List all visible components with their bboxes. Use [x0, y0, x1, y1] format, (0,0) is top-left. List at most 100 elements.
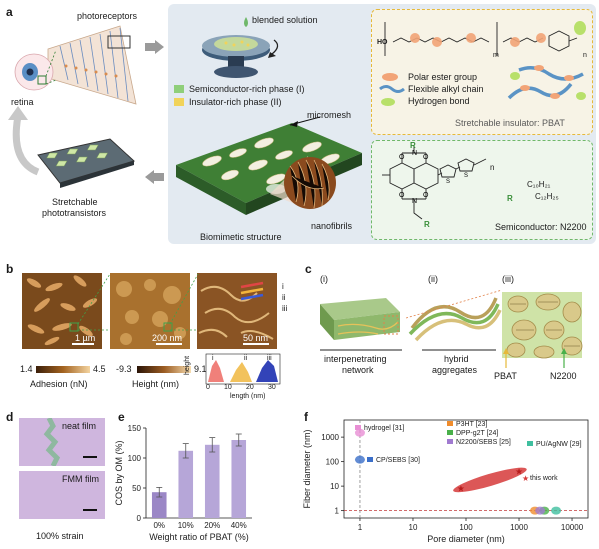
panel-a-label: a	[6, 5, 13, 19]
roman-i: i	[282, 282, 284, 291]
legend-marker	[447, 439, 453, 444]
hybrid-aggregates	[406, 289, 502, 342]
legend-label: P3HT [23]	[456, 421, 487, 428]
y-tick-label: 10	[330, 482, 339, 491]
pbat-legend-alkyl: Flexible alkyl chain	[408, 84, 484, 94]
pbat-legend-hbond: Hydrogen bond	[408, 96, 470, 106]
y-tick-label: 0	[137, 514, 142, 523]
n2200-structure: O O O O N N S S	[382, 145, 487, 220]
legend-label: N2200/SEBS [25]	[456, 439, 511, 446]
bracket-lines-c	[320, 348, 567, 368]
x-tick-label: 100	[459, 523, 473, 532]
data-point	[354, 428, 365, 437]
inset-xlabel: length (nm)	[230, 393, 266, 400]
bar	[204, 444, 220, 518]
svg-text:O: O	[399, 154, 405, 161]
scale-label-1: 1 µm	[75, 333, 96, 343]
adhesion-max: 4.5	[93, 364, 106, 374]
legend-marker	[527, 441, 533, 446]
legend-label: DPP-g2T [24]	[456, 430, 498, 437]
legend-marker	[367, 457, 373, 462]
this-work-region	[453, 467, 527, 493]
inset-label-i: i	[212, 355, 214, 362]
stage-iii: (iii)	[502, 274, 514, 284]
svg-text:O: O	[399, 192, 405, 199]
x-tick-label: 1	[358, 523, 363, 532]
x-tick-label: 10	[409, 523, 418, 532]
legend-label: this work	[530, 475, 558, 482]
return-arrow	[8, 106, 40, 176]
pbat-box	[371, 9, 593, 135]
fmm-film-image	[19, 471, 105, 519]
x-tick-label: 10000	[561, 523, 584, 532]
n-subscript: n	[583, 52, 587, 59]
label-pbat-c: PBAT	[494, 371, 517, 381]
inset-label-ii: ii	[244, 355, 248, 362]
height-max: 9.1	[194, 364, 207, 374]
pbat-title: Stretchable insulator: PBAT	[455, 118, 565, 128]
micromesh-label: micromesh	[307, 110, 352, 120]
pbat-chain-illustration	[507, 65, 586, 100]
aggregate-zoom	[502, 292, 583, 359]
y-tick-label: 100	[128, 454, 142, 463]
caption-hybrid-2: aggregates	[432, 365, 478, 375]
phase-II-swatch	[174, 98, 184, 106]
x-tick-label: 10%	[178, 521, 194, 530]
cos-bar-chart: 0 50 100 150 0% 10% 20% 40% Weight ratio of PBAT…	[114, 424, 252, 542]
arrow-left	[145, 170, 164, 184]
bar	[151, 492, 167, 518]
adhesion-colorbar	[36, 366, 90, 373]
inset-ylabel: height	[184, 355, 192, 376]
inset-tick-20: 20	[246, 384, 254, 391]
x-tick-label: 40%	[231, 521, 247, 530]
y-axis-label: Fiber diameter (nm)	[302, 429, 312, 508]
adhesion-label: Adhesion (nN)	[30, 379, 88, 389]
svg-text:S: S	[446, 179, 450, 185]
scale-label-2: 200 nm	[152, 333, 183, 343]
fmm-film-label: FMM film	[62, 474, 99, 484]
phototransistor-device	[37, 138, 135, 188]
inset-label-iii: iii	[267, 355, 272, 362]
svg-text:S: S	[464, 173, 468, 179]
zoom-lines-b	[77, 273, 199, 331]
panel-d-label: d	[6, 410, 14, 424]
inset-tick-30: 30	[268, 384, 276, 391]
legend-marker: ★	[522, 474, 529, 483]
height-profile-inset	[205, 353, 281, 385]
r-label-top: R	[410, 141, 416, 150]
label-n2200-c: N2200	[550, 371, 577, 381]
fiber-pore-scatter: 1 10 100 1000 10000 1 10 100 1000 Pore diameter (…	[302, 419, 589, 544]
stage-ii: (ii)	[428, 274, 438, 284]
n-label-n2200: n	[490, 163, 495, 172]
afm-image-2	[110, 273, 190, 349]
m-subscript: m	[493, 52, 499, 59]
adhesion-min: 1.4	[20, 364, 33, 374]
semiconductor-title: Semiconductor: N2200	[495, 222, 587, 232]
afm-image-3	[197, 273, 277, 349]
x-tick-label: 0%	[153, 521, 165, 530]
bar	[231, 440, 247, 518]
y-tick-label: 150	[128, 424, 142, 433]
legend-marker	[447, 430, 453, 435]
inset-tick-0: 0	[206, 384, 210, 391]
caption-hybrid-1: hybrid	[444, 354, 469, 364]
strain-caption: 100% strain	[36, 531, 84, 541]
stage-i: (i)	[320, 274, 328, 284]
x-tick-label: 20%	[204, 521, 220, 530]
pbat-structure	[384, 21, 586, 56]
biomimetic-label: Biomimetic structure	[200, 232, 282, 242]
blended-solution-label: blended solution	[252, 15, 318, 25]
x-tick-label: 1000	[510, 523, 528, 532]
nanofibrils-label: nanofibrils	[311, 221, 353, 231]
pbat-legend-icons	[379, 73, 405, 106]
y-tick-label: 50	[132, 484, 141, 493]
spin-coater	[202, 17, 279, 78]
pbat-legend-ester: Polar ester group	[408, 72, 478, 82]
roman-ii: ii	[282, 293, 286, 302]
arrow-right	[145, 40, 164, 54]
legend-marker	[355, 425, 361, 430]
height-min: -9.3	[116, 364, 132, 374]
svg-text:N: N	[412, 150, 417, 157]
afm-image-1	[22, 273, 102, 349]
svg-text:N: N	[412, 198, 417, 205]
